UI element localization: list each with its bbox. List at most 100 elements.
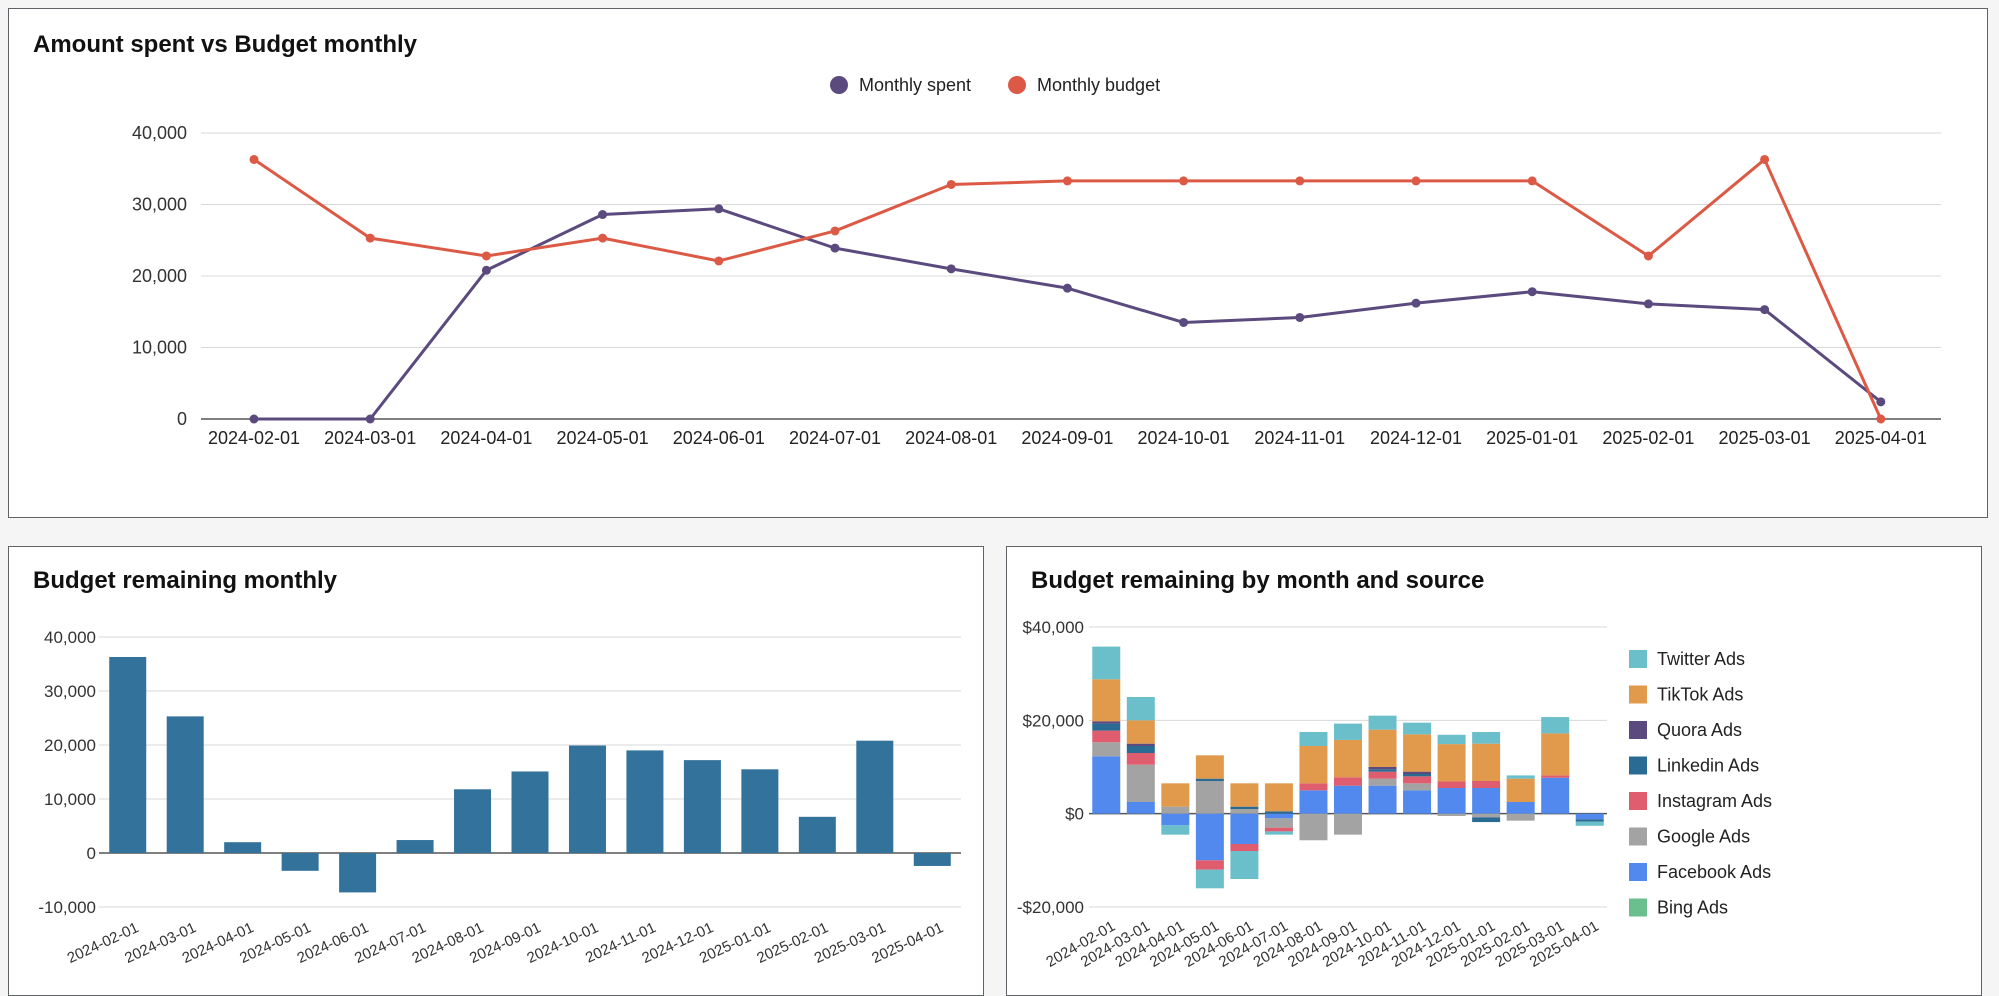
legend-label: Google Ads <box>1657 827 1750 847</box>
stack-segment <box>1264 811 1293 814</box>
legend-label: Monthly budget <box>1037 75 1160 95</box>
stack-segment <box>1126 746 1155 753</box>
data-point <box>1179 176 1189 186</box>
data-point <box>1876 397 1886 407</box>
y-tick-label: 40,000 <box>132 123 187 143</box>
stack-segment <box>1437 788 1466 814</box>
x-tick-label: 2025-02-01 <box>1602 428 1694 448</box>
bar <box>913 853 951 866</box>
y-tick-label: -$20,000 <box>1017 898 1084 917</box>
stack-segment <box>1368 729 1397 767</box>
x-tick-label: 2024-12-01 <box>1370 428 1462 448</box>
legend-label: Bing Ads <box>1657 898 1728 918</box>
legend-label: Quora Ads <box>1657 720 1742 740</box>
stack-segment <box>1126 764 1155 802</box>
data-point <box>249 154 259 164</box>
stack-segment <box>1299 783 1328 791</box>
bar <box>568 745 606 853</box>
legend-label: Instagram Ads <box>1657 791 1772 811</box>
data-point <box>830 243 840 253</box>
stack-segment <box>1230 783 1259 807</box>
stack-segment <box>1368 767 1397 770</box>
stack-segment <box>1161 806 1190 814</box>
stack-segment <box>1472 817 1501 823</box>
y-tick-label: 30,000 <box>44 682 96 701</box>
data-point <box>1295 176 1305 186</box>
stack-segment <box>1472 743 1501 781</box>
stack-segment <box>1541 775 1570 778</box>
data-point <box>1760 305 1770 315</box>
stack-segment <box>1368 769 1397 772</box>
series-line-spent <box>254 207 1882 421</box>
data-point <box>1527 176 1537 186</box>
stack-segment <box>1334 785 1362 814</box>
stack-segment <box>1092 646 1121 680</box>
stack-segment <box>1403 776 1432 784</box>
data-point <box>481 265 491 275</box>
bar <box>109 656 147 853</box>
legend-swatch <box>1629 650 1647 668</box>
stack-segment <box>1403 734 1432 772</box>
stack-segment <box>1541 777 1570 814</box>
stack-segment <box>1195 781 1224 814</box>
stack-segment <box>1403 722 1432 735</box>
legend-swatch <box>1629 792 1647 810</box>
y-tick-label: 10,000 <box>132 338 187 358</box>
y-tick-label: 40,000 <box>44 628 96 647</box>
x-tick-label: 2024-08-01 <box>905 428 997 448</box>
bar <box>224 842 262 853</box>
data-point <box>830 226 840 236</box>
stack-segment <box>1437 744 1466 782</box>
stack-segment <box>1195 755 1224 779</box>
stack-segment <box>1334 777 1362 786</box>
stack-segment <box>1161 813 1190 826</box>
bar <box>166 716 204 853</box>
data-point <box>1062 176 1072 186</box>
stack-segment <box>1299 813 1328 841</box>
y-tick-label: $0 <box>1065 805 1084 824</box>
stack-segment <box>1506 802 1535 814</box>
remaining-by-source-chart: -$20,000$0$20,000$40,0002024-02-012024-0… <box>1017 618 1772 971</box>
stack-segment <box>1334 813 1362 835</box>
data-point <box>1643 299 1653 309</box>
data-point <box>1527 287 1537 297</box>
stack-segment <box>1161 783 1190 807</box>
stack-segment <box>1092 742 1121 757</box>
stack-segment <box>1230 813 1259 844</box>
legend-label: TikTok Ads <box>1657 685 1743 705</box>
stack-segment <box>1126 753 1155 765</box>
legend-swatch <box>1629 863 1647 881</box>
data-point <box>598 233 608 243</box>
stack-segment <box>1092 721 1121 724</box>
data-point <box>249 414 259 424</box>
data-point <box>1643 251 1653 261</box>
stack-segment <box>1230 809 1259 814</box>
stack-segment <box>1575 821 1604 826</box>
bar <box>454 789 492 853</box>
legend-label: Twitter Ads <box>1657 649 1745 669</box>
data-point <box>365 414 375 424</box>
stack-segment <box>1299 746 1328 784</box>
stack-segment <box>1472 732 1501 744</box>
x-tick-label: 2024-11-01 <box>1254 428 1345 448</box>
x-tick-label: 2024-09-01 <box>1021 428 1113 448</box>
y-tick-label: 10,000 <box>44 790 96 809</box>
y-tick-label: 0 <box>177 409 187 429</box>
stack-segment <box>1230 806 1259 809</box>
x-tick-label: 2024-03-01 <box>324 428 416 448</box>
stack-segment <box>1541 733 1570 776</box>
stack-segment <box>1403 790 1432 814</box>
bar <box>798 816 836 853</box>
spent-vs-budget-panel: Amount spent vs Budget monthly 0 10,000 20… <box>8 8 1988 518</box>
remaining-by-source-title: Budget remaining by month and source <box>1031 567 1485 594</box>
data-point <box>598 210 608 220</box>
stack-segment <box>1092 723 1121 731</box>
stack-segment <box>1541 717 1570 734</box>
stack-segment <box>1437 813 1466 816</box>
stack-segment <box>1368 715 1397 730</box>
stack-segment <box>1368 771 1397 779</box>
bar <box>741 769 779 853</box>
remaining-monthly-title: Budget remaining monthly <box>33 567 338 594</box>
stack-segment <box>1506 813 1535 821</box>
stack-segment <box>1195 860 1224 870</box>
